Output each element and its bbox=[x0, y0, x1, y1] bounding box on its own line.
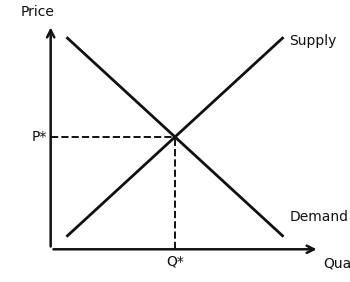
Text: Quantity: Quantity bbox=[323, 257, 350, 271]
Text: Demand: Demand bbox=[289, 210, 348, 224]
Text: Q*: Q* bbox=[166, 255, 184, 269]
Text: P*: P* bbox=[32, 130, 47, 144]
Text: Price: Price bbox=[20, 5, 54, 19]
Text: Supply: Supply bbox=[289, 34, 337, 48]
